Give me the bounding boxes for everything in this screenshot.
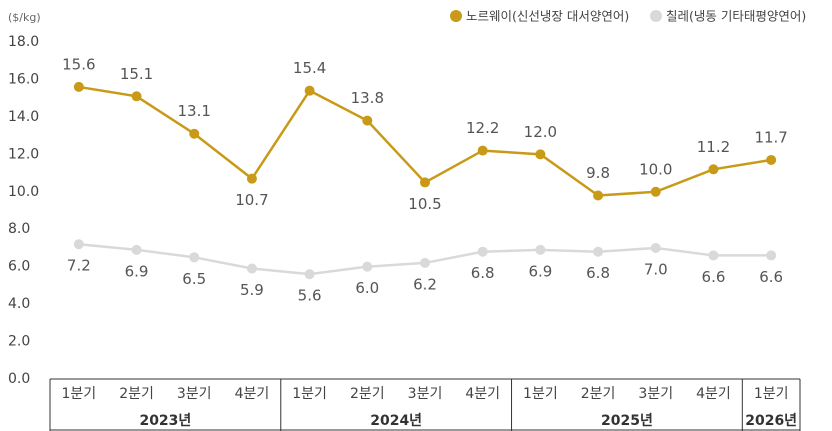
data-point: [766, 250, 777, 261]
y-tick-label: 16.0: [8, 71, 39, 87]
data-point: [304, 269, 315, 280]
data-label: 6.9: [125, 262, 149, 280]
legend-swatch: [450, 10, 462, 22]
data-point: [650, 186, 661, 197]
x-tick-label: 4분기: [696, 386, 731, 402]
data-label: 12.2: [466, 119, 499, 137]
x-tick-label: 2분기: [119, 386, 154, 402]
data-label: 15.4: [293, 59, 326, 77]
y-tick-label: 8.0: [8, 221, 30, 237]
data-label: 6.2: [413, 275, 437, 293]
x-tick-label: 1분기: [754, 386, 789, 402]
data-point: [362, 261, 373, 272]
legend-swatch: [650, 10, 662, 22]
data-label: 12.0: [524, 123, 557, 141]
data-point: [593, 246, 604, 257]
data-label: 15.1: [120, 65, 153, 83]
data-point: [73, 239, 84, 250]
data-label: 6.0: [355, 279, 379, 297]
y-tick-label: 18.0: [8, 34, 39, 50]
data-point: [535, 149, 546, 160]
group-label: 2023년: [139, 413, 191, 429]
y-tick-label: 14.0: [8, 109, 39, 125]
data-point: [708, 164, 719, 175]
data-label: 6.9: [528, 262, 552, 280]
x-tick-label: 3분기: [177, 386, 212, 402]
data-point: [650, 242, 661, 253]
y-tick-label: 0.0: [8, 371, 30, 387]
data-point: [593, 190, 604, 201]
data-label: 7.0: [644, 260, 668, 278]
data-point: [131, 91, 142, 102]
data-point: [420, 177, 430, 188]
data-label: 6.8: [471, 264, 495, 282]
data-label: 10.0: [639, 160, 672, 178]
x-tick-label: 4분기: [235, 386, 270, 402]
x-tick-label: 2분기: [350, 386, 385, 402]
x-tick-label: 3분기: [408, 386, 443, 402]
x-tick-label: 3분기: [638, 386, 673, 402]
data-label: 13.8: [351, 89, 384, 107]
y-axis-label: ($/kg): [8, 11, 41, 24]
data-point: [189, 252, 200, 263]
data-label: 11.2: [697, 138, 730, 156]
data-label: 5.6: [298, 287, 322, 305]
data-point: [304, 85, 315, 96]
data-label: 6.6: [702, 268, 726, 286]
group-label: 2024년: [370, 413, 422, 429]
data-label: 10.5: [408, 195, 441, 213]
data-point: [766, 154, 777, 165]
data-label: 6.5: [182, 270, 206, 288]
x-tick-label: 1분기: [292, 386, 327, 402]
data-label: 13.1: [178, 102, 211, 120]
group-label: 2025년: [601, 413, 653, 429]
x-tick-label: 1분기: [523, 386, 558, 402]
x-tick-label: 1분기: [62, 386, 97, 402]
y-tick-label: 10.0: [8, 184, 39, 200]
x-tick-label: 2분기: [581, 386, 616, 402]
y-tick-label: 6.0: [8, 259, 30, 275]
x-tick-label: 4분기: [465, 386, 500, 402]
group-label: 2026년: [745, 413, 797, 429]
data-label: 15.6: [62, 55, 95, 73]
data-point: [189, 128, 200, 139]
y-tick-label: 2.0: [8, 334, 30, 350]
data-point: [362, 115, 373, 126]
y-tick-label: 12.0: [8, 146, 39, 162]
data-label: 5.9: [240, 281, 264, 299]
data-point: [73, 81, 84, 92]
data-point: [246, 263, 257, 274]
data-label: 9.8: [586, 164, 610, 182]
legend-label: 칠레(냉동 기타태평양연어): [666, 9, 806, 24]
data-label: 6.6: [759, 268, 783, 286]
data-label: 10.7: [235, 191, 268, 209]
data-point: [131, 244, 142, 255]
data-point: [420, 257, 430, 268]
data-point: [535, 244, 546, 255]
data-label: 7.2: [67, 257, 91, 275]
data-point: [708, 250, 719, 261]
data-label: 6.8: [586, 264, 610, 282]
data-point: [477, 246, 488, 257]
data-point: [246, 173, 257, 184]
data-point: [477, 145, 488, 156]
data-label: 11.7: [754, 128, 787, 146]
y-tick-label: 4.0: [8, 296, 30, 312]
legend-label: 노르웨이(신선냉장 대서양연어): [466, 9, 629, 24]
